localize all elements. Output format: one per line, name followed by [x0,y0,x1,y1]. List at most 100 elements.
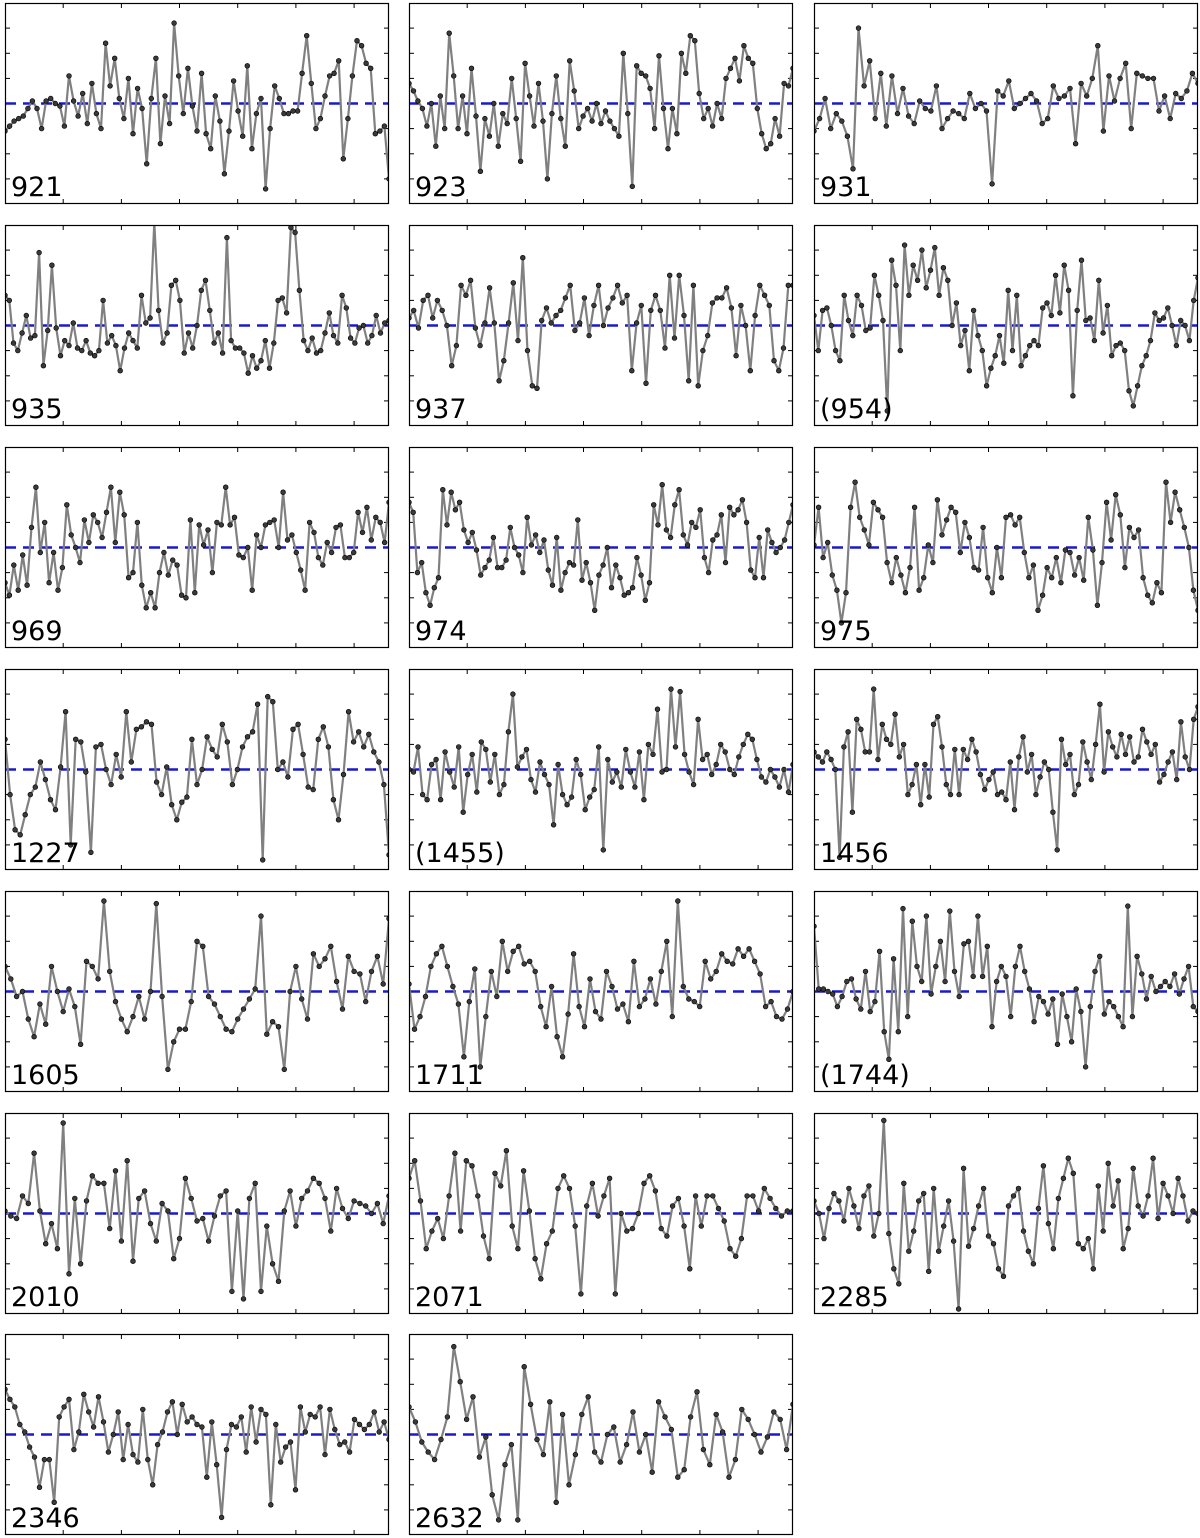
data-point [343,305,349,311]
data-point [1024,769,1031,775]
data-point [1067,549,1073,556]
data-point [410,509,416,516]
data-point [1156,779,1163,785]
data-point [310,951,317,957]
data-point [452,507,459,513]
data-point [751,1431,758,1438]
data-point [194,322,200,329]
data-point [773,1013,780,1020]
chart-plot [4,224,390,427]
data-point [861,1193,867,1199]
data-point [294,108,301,114]
data-point [858,726,864,732]
data-point [1040,998,1047,1005]
data-point [74,345,81,351]
data-point [219,350,226,356]
data-point [50,549,57,556]
chart-plot [4,668,390,871]
data-point [917,802,924,808]
series-line [409,256,793,390]
data-point [1052,272,1059,278]
data-point [521,1364,527,1370]
data-point [214,519,220,526]
data-point [562,295,569,301]
data-point [768,141,774,147]
data-point [147,1220,154,1227]
data-point [866,749,873,755]
data-point [761,292,768,299]
data-point [816,1210,822,1217]
data-point [42,1241,49,1247]
data-point [41,519,48,526]
data-point [612,1291,619,1297]
data-point [295,721,301,727]
data-point [986,776,992,783]
data-point [550,822,557,828]
data-point [996,332,1003,339]
data-point [844,133,851,139]
plot-frame [408,224,794,427]
data-point [559,791,566,798]
data-point [292,1487,299,1493]
data-point [681,751,688,758]
data-point [862,968,869,975]
data-point [998,575,1005,581]
data-point [722,749,728,755]
chart-plot [813,668,1199,871]
data-point [1050,83,1057,89]
data-point [275,1278,282,1285]
data-point [1095,1183,1101,1189]
data-point [564,802,570,808]
data-point [973,749,979,755]
data-point [369,332,375,339]
data-point [324,539,330,546]
data-point [1186,766,1193,773]
data-point [905,113,912,119]
data-point [482,320,488,326]
data-point [1177,507,1183,513]
series-line [409,688,793,851]
data-point [229,1288,235,1295]
data-point [548,320,554,326]
data-point [275,1024,282,1030]
data-point [147,988,154,995]
data-point [106,1225,113,1232]
data-point [90,1424,97,1430]
data-point [1191,716,1197,722]
data-point [821,1235,827,1242]
data-point [208,146,214,152]
data-point [898,572,904,578]
data-point [94,519,101,526]
data-point [949,322,955,329]
data-point [249,353,256,359]
data-point [240,1006,247,1012]
data-point [361,744,367,750]
data-point [687,1266,693,1272]
data-point [468,65,475,72]
data-point [1073,986,1079,992]
data-point [975,913,981,919]
data-point [904,1013,911,1020]
data-point [480,1233,487,1239]
data-point [754,756,760,763]
data-point [199,766,205,773]
data-point [262,522,269,528]
data-point [537,759,543,765]
data-point [510,280,517,286]
data-point [246,1195,253,1202]
data-point [96,347,102,354]
data-point [117,489,123,495]
data-point [44,327,51,334]
data-point [1003,797,1009,803]
data-point [43,98,49,104]
data-point [38,125,45,132]
data-point [743,519,750,526]
data-point [1100,1228,1106,1234]
data-point [781,537,788,543]
data-point [77,1261,84,1267]
data-point [718,512,724,518]
data-point [83,769,89,775]
data-point [346,554,352,561]
data-point [760,575,767,581]
chart-plot [408,2,794,205]
